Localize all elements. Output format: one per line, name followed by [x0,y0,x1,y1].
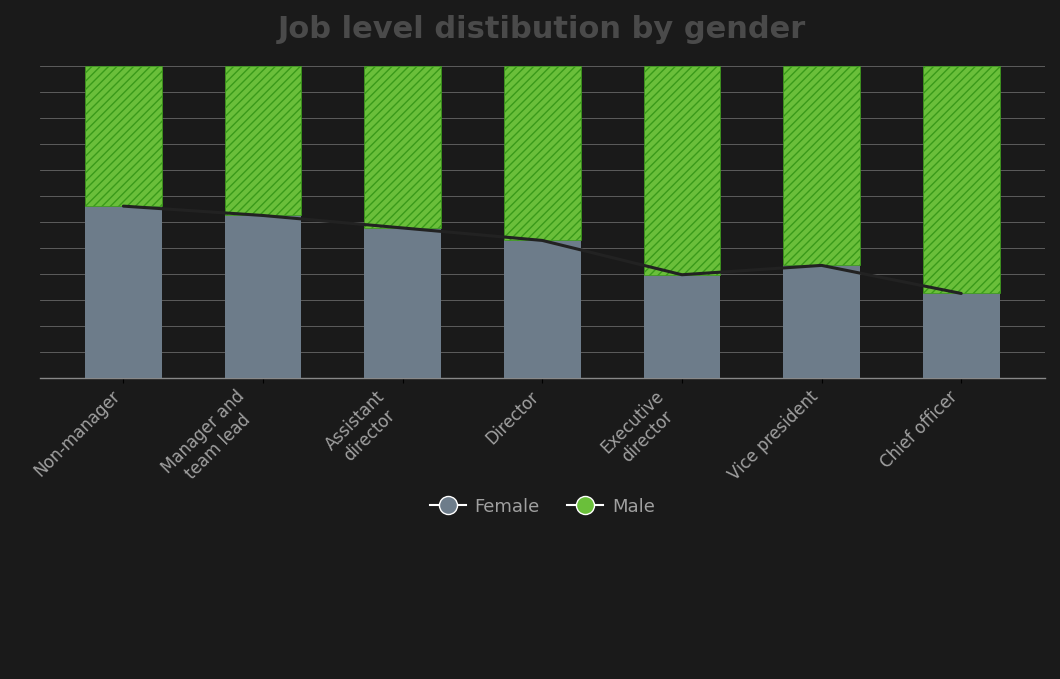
Bar [365,228,441,378]
Title: Job level distibution by gender: Job level distibution by gender [278,15,807,44]
Legend: Female, Male: Female, Male [421,488,664,525]
Bar [783,66,860,265]
Bar [923,66,1000,293]
Bar [643,66,721,275]
Bar [225,215,301,378]
Bar [783,265,860,378]
Bar [923,293,1000,378]
Bar [504,240,581,378]
Bar [85,206,162,378]
Bar [643,275,721,378]
Bar [85,66,162,206]
Bar [225,66,301,215]
Bar [504,66,581,240]
Bar [365,66,441,228]
